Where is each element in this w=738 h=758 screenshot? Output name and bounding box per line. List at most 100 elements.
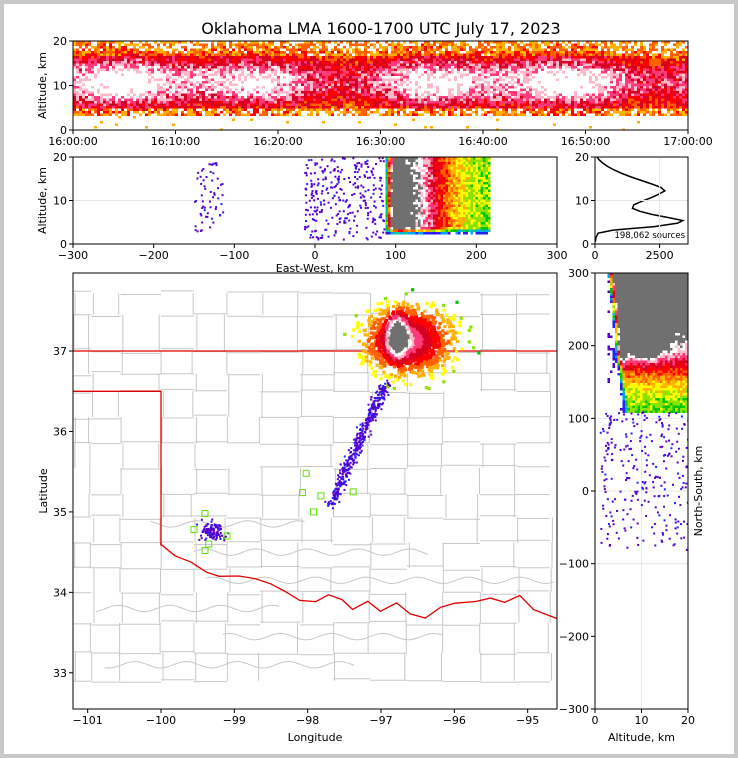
density-cell: [379, 63, 382, 66]
density-cell: [364, 78, 367, 81]
density-cell: [484, 53, 487, 56]
density-cell: [538, 106, 541, 109]
density-cell: [265, 43, 268, 46]
density-cell: [130, 66, 133, 69]
density-cell: [586, 46, 589, 49]
density-cell: [403, 108, 406, 111]
density-cell: [106, 101, 109, 104]
density-cell: [301, 88, 304, 91]
density-cell: [466, 66, 469, 69]
density-cell: [418, 113, 421, 116]
density-cell: [79, 41, 82, 44]
density-cell: [559, 111, 562, 114]
density-cell: [409, 78, 412, 81]
density-cell: [253, 61, 256, 64]
density-cell: [538, 43, 541, 46]
density-cell: [532, 53, 535, 56]
density-cell: [367, 86, 370, 89]
density-cell: [496, 51, 499, 54]
density-cell: [358, 98, 361, 101]
density-cell: [490, 93, 493, 96]
density-cell: [565, 91, 568, 94]
density-cell: [556, 91, 559, 94]
density-cell: [244, 68, 247, 71]
density-cell: [307, 103, 310, 106]
density-cell: [370, 81, 373, 84]
density-cell: [403, 73, 406, 76]
density-cell: [478, 41, 481, 44]
density-cell: [109, 61, 112, 64]
density-cell: [205, 88, 208, 91]
density-cell: [307, 43, 310, 46]
density-cell: [508, 63, 511, 66]
density-cell: [88, 73, 91, 76]
density-cell: [565, 98, 568, 101]
density-cell: [262, 71, 265, 74]
density-cell: [544, 48, 547, 51]
density-cell: [259, 76, 262, 79]
density-cell: [502, 71, 505, 74]
density-cell: [73, 61, 76, 64]
density-cell: [385, 81, 388, 84]
density-cell: [532, 78, 535, 81]
density-cell: [91, 46, 94, 49]
density-cell: [136, 86, 139, 89]
density-cell: [328, 98, 331, 101]
density-cell: [322, 63, 325, 66]
density-cell: [295, 61, 298, 64]
density-cell: [493, 103, 496, 106]
density-cell: [505, 96, 508, 99]
density-cell: [478, 83, 481, 86]
density-cell: [151, 111, 154, 114]
density-cell: [160, 81, 163, 84]
density-cell: [550, 71, 553, 74]
density-cell: [547, 81, 550, 84]
density-cell: [328, 91, 331, 94]
density-cell: [157, 53, 160, 56]
density-cell: [487, 76, 490, 79]
density-cell: [172, 83, 175, 86]
density-cell: [421, 68, 424, 71]
density-cell: [445, 61, 448, 64]
density-cell: [463, 43, 466, 46]
density-cell: [112, 96, 115, 99]
density-cell: [301, 106, 304, 109]
density-cell: [565, 78, 568, 81]
density-cell: [355, 106, 358, 109]
density-cell: [322, 103, 325, 106]
density-cell: [361, 76, 364, 79]
density-cell: [568, 53, 571, 56]
density-cell: [205, 68, 208, 71]
density-cell: [580, 113, 583, 116]
density-cell: [328, 88, 331, 91]
density-cell: [127, 61, 130, 64]
density-cell: [334, 53, 337, 56]
density-cell: [574, 53, 577, 56]
density-cell: [385, 61, 388, 64]
density-cell: [121, 73, 124, 76]
density-cell: [574, 56, 577, 59]
density-cell: [217, 106, 220, 109]
density-cell: [85, 41, 88, 44]
density-cell: [421, 96, 424, 99]
density-cell: [181, 68, 184, 71]
density-cell: [217, 113, 220, 116]
density-cell: [157, 113, 160, 116]
density-cell: [448, 56, 451, 59]
density-cell: [349, 78, 352, 81]
density-cell: [412, 63, 415, 66]
density-cell: [337, 73, 340, 76]
density-cell: [193, 68, 196, 71]
density-cell: [190, 68, 193, 71]
density-cell: [154, 76, 157, 79]
density-cell: [562, 76, 565, 79]
density-cell: [97, 103, 100, 106]
density-cell: [262, 93, 265, 96]
density-cell: [187, 61, 190, 64]
density-cell: [574, 106, 577, 109]
density-cell: [160, 93, 163, 96]
density-cell: [598, 78, 601, 81]
density-cell: [373, 76, 376, 79]
density-cell: [487, 101, 490, 104]
density-cell: [511, 61, 514, 64]
